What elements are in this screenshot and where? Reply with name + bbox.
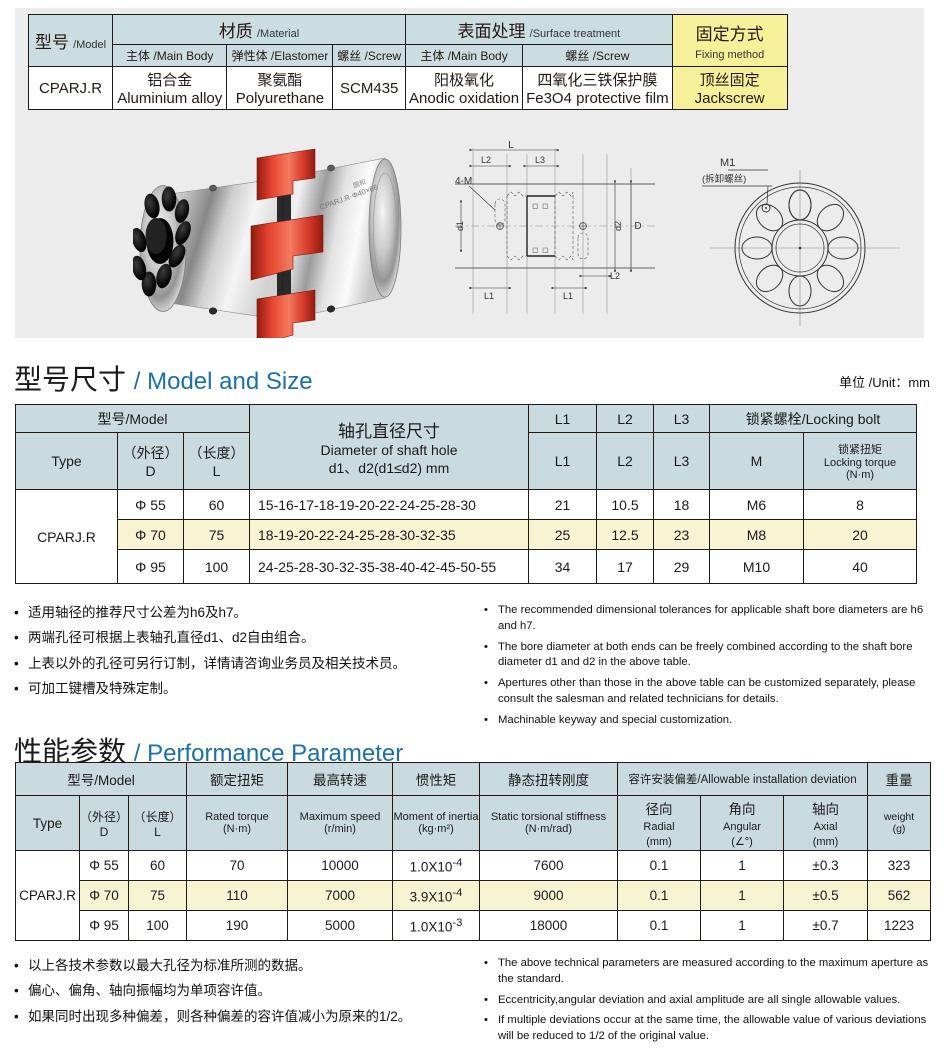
svg-text:(拆卸螺丝): (拆卸螺丝) <box>702 173 746 185</box>
svg-text:L1: L1 <box>563 291 573 301</box>
svg-text:d2: d2 <box>613 221 623 231</box>
svg-text:M1: M1 <box>720 157 735 169</box>
svg-text:L2: L2 <box>481 155 491 165</box>
svg-text:4-M: 4-M <box>455 176 472 187</box>
svg-text:L3: L3 <box>535 155 545 165</box>
svg-text:d1: d1 <box>455 221 465 231</box>
svg-text:L2: L2 <box>610 271 620 281</box>
svg-text:D: D <box>634 221 641 232</box>
svg-text:L: L <box>508 140 514 151</box>
svg-text:L1: L1 <box>484 291 494 301</box>
